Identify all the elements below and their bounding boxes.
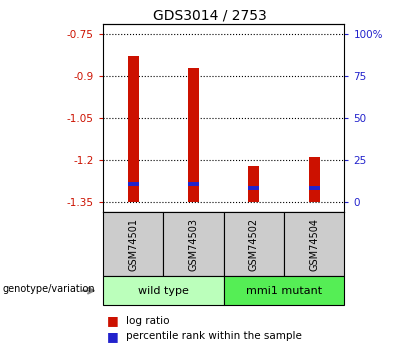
Text: percentile rank within the sample: percentile rank within the sample xyxy=(126,332,302,341)
Text: ■: ■ xyxy=(107,330,119,343)
Text: GSM74502: GSM74502 xyxy=(249,218,259,270)
Bar xyxy=(309,186,320,190)
Bar xyxy=(128,182,139,186)
Text: GSM74503: GSM74503 xyxy=(189,218,199,270)
Bar xyxy=(248,166,259,203)
Bar xyxy=(309,157,320,203)
Text: GDS3014 / 2753: GDS3014 / 2753 xyxy=(153,9,267,23)
Text: genotype/variation: genotype/variation xyxy=(2,284,95,294)
Bar xyxy=(128,57,139,203)
Text: GSM74501: GSM74501 xyxy=(128,218,138,270)
Text: log ratio: log ratio xyxy=(126,316,170,326)
Text: wild type: wild type xyxy=(138,286,189,296)
Text: ■: ■ xyxy=(107,314,119,327)
Bar xyxy=(188,182,199,186)
Bar xyxy=(248,186,259,190)
Text: GSM74504: GSM74504 xyxy=(309,218,319,270)
Text: mmi1 mutant: mmi1 mutant xyxy=(246,286,322,296)
Bar xyxy=(188,68,199,203)
